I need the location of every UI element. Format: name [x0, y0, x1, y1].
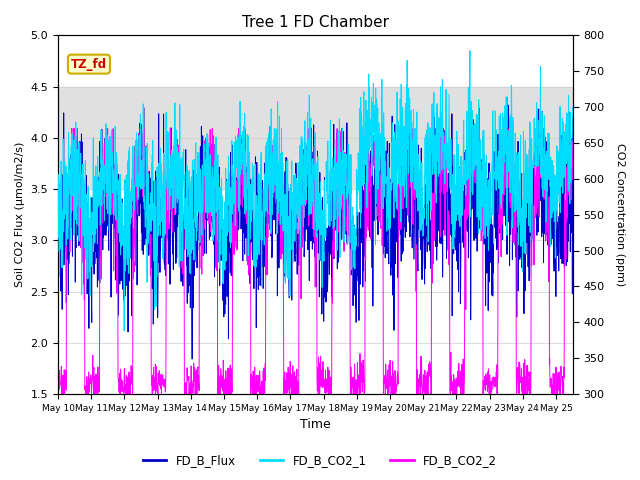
Legend: FD_B_Flux, FD_B_CO2_1, FD_B_CO2_2: FD_B_Flux, FD_B_CO2_1, FD_B_CO2_2 [138, 449, 502, 472]
Y-axis label: CO2 Concentration (ppm): CO2 Concentration (ppm) [615, 143, 625, 287]
X-axis label: Time: Time [300, 419, 331, 432]
Title: Tree 1 FD Chamber: Tree 1 FD Chamber [242, 15, 389, 30]
Y-axis label: Soil CO2 Flux (μmol/m2/s): Soil CO2 Flux (μmol/m2/s) [15, 142, 25, 288]
Bar [58, 86, 573, 189]
Text: TZ_fd: TZ_fd [71, 58, 107, 71]
